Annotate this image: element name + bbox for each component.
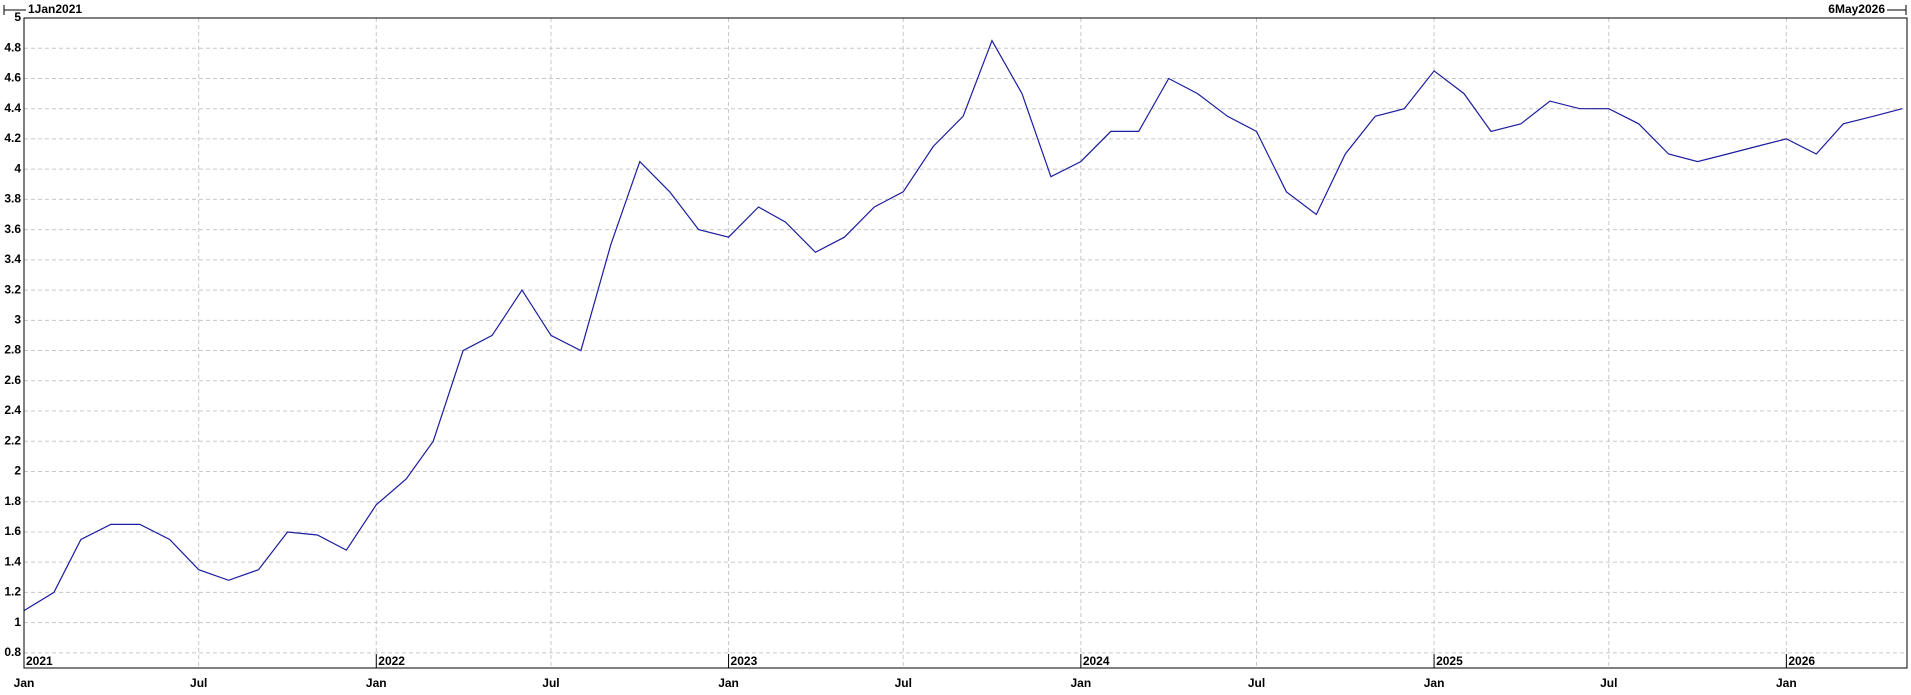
- year-label: 2023: [731, 654, 758, 668]
- y-tick-label: 5: [14, 10, 21, 24]
- year-label: 2025: [1436, 654, 1463, 668]
- plot-frame: [23, 17, 1908, 669]
- x-tick-label: Jan: [366, 676, 387, 690]
- y-tick-label: 3.8: [4, 192, 21, 206]
- x-tick-label: Jan: [1070, 676, 1091, 690]
- y-tick-label: 0.8: [4, 645, 21, 659]
- y-tick-label: 1.4: [4, 554, 21, 568]
- y-tick-label: 4.4: [4, 101, 21, 115]
- year-label: 2021: [26, 654, 53, 668]
- x-tick-label: Jul: [1248, 676, 1265, 690]
- x-tick-label: Jul: [190, 676, 207, 690]
- y-tick-label: 3.6: [4, 222, 21, 236]
- y-tick-label: 1.6: [4, 524, 21, 538]
- year-label: 2022: [378, 654, 405, 668]
- y-tick-label: 2.4: [4, 403, 21, 417]
- range-end-label: 6May2026: [1828, 2, 1885, 16]
- y-tick-label: 4.6: [4, 71, 21, 85]
- x-tick-label: Jul: [895, 676, 912, 690]
- y-tick-label: 2: [14, 464, 21, 478]
- y-tick-label: 2.2: [4, 433, 21, 447]
- range-start-label: 1Jan2021: [28, 2, 82, 16]
- y-tick-label: 3: [14, 312, 21, 326]
- year-label: 2026: [1788, 654, 1815, 668]
- y-tick-label: 4.2: [4, 131, 21, 145]
- x-tick-label: Jan: [718, 676, 739, 690]
- y-tick-label: 3.4: [4, 252, 21, 266]
- y-tick-label: 2.6: [4, 373, 21, 387]
- x-tick-label: Jan: [1424, 676, 1445, 690]
- x-tick-label: Jan: [1776, 676, 1797, 690]
- y-tick-label: 1.2: [4, 585, 21, 599]
- y-tick-label: 4: [14, 161, 21, 175]
- x-tick-label: Jul: [1600, 676, 1617, 690]
- x-tick-label: Jul: [542, 676, 559, 690]
- y-tick-label: 2.8: [4, 343, 21, 357]
- y-tick-label: 4.8: [4, 40, 21, 54]
- y-tick-label: 1.8: [4, 494, 21, 508]
- year-label: 2024: [1083, 654, 1110, 668]
- y-tick-label: 1: [14, 615, 21, 629]
- series-line: [23, 39, 1903, 612]
- x-tick-label: Jan: [14, 676, 35, 690]
- y-tick-label: 3.2: [4, 282, 21, 296]
